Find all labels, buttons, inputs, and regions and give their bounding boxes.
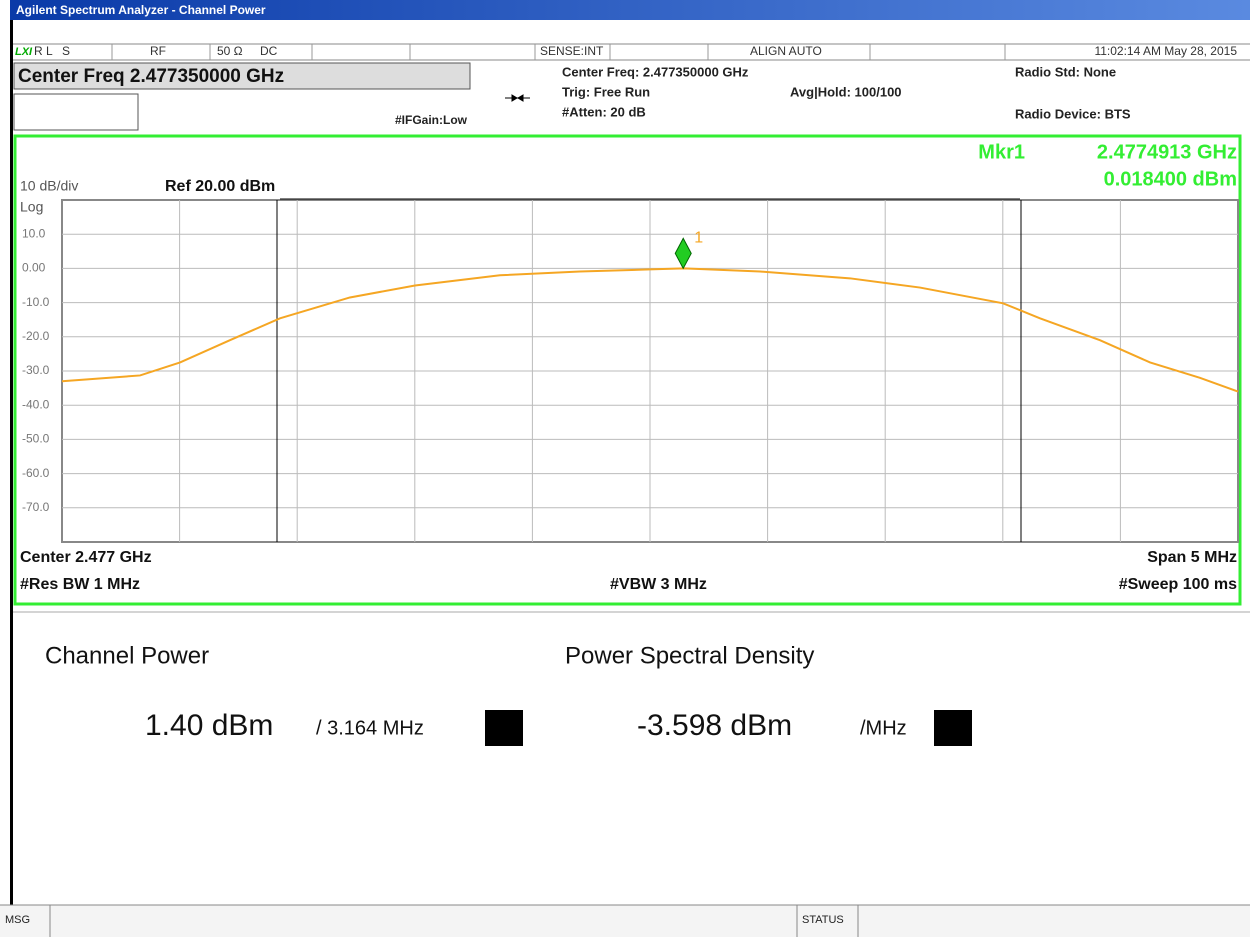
- y-tick-label: -40.0: [22, 397, 50, 411]
- setting: Trig: Free Run: [562, 84, 650, 99]
- setting: #IFGain:Low: [395, 113, 468, 127]
- status-item: DC: [260, 44, 278, 58]
- span-label: Span 5 MHz: [1147, 549, 1237, 566]
- psd: -3.598 dBm: [637, 709, 792, 742]
- setting: Center Freq: 2.477350000 GHz: [562, 64, 749, 79]
- y-tick-label: 0.00: [22, 261, 46, 275]
- left-border: [10, 20, 13, 905]
- setting: Radio Device: BTS: [1015, 106, 1131, 121]
- status-item: S: [62, 44, 70, 58]
- window-title: Agilent Spectrum Analyzer - Channel Powe…: [16, 3, 266, 17]
- psd-title: Power Spectral Density: [565, 642, 814, 669]
- block: [485, 710, 523, 746]
- logo: LXI: [15, 46, 33, 58]
- setting: Radio Std: None: [1015, 64, 1116, 79]
- setting: #Atten: 20 dB: [562, 104, 646, 119]
- status-item: RF: [150, 44, 166, 58]
- channel-power: 1.40 dBm: [145, 709, 273, 742]
- log-label: Log: [20, 199, 43, 215]
- vbw-label: #VBW 3 MHz: [610, 576, 707, 593]
- y-tick-label: -60.0: [22, 466, 50, 480]
- sense: SENSE:INT: [540, 44, 604, 58]
- footer-bar: [0, 905, 1250, 937]
- y-tick-label: -10.0: [22, 295, 50, 309]
- y-tick-label: 10.0: [22, 226, 46, 240]
- msg: MSG: [5, 914, 30, 926]
- rbw-label: #Res BW 1 MHz: [20, 576, 140, 593]
- marker: [674, 237, 692, 270]
- y-tick-label: -20.0: [22, 329, 50, 343]
- separators: [111, 44, 1006, 60]
- marker-name: Mkr1: [978, 141, 1025, 163]
- sweep-label: #Sweep 100 ms: [1119, 576, 1237, 593]
- marker-label: 1: [694, 230, 703, 247]
- marker-freq: 2.4774913 GHz: [1097, 141, 1237, 163]
- plot-frame: [13, 134, 1242, 606]
- channel-power-title: Channel Power: [45, 642, 209, 669]
- status: STATUS: [802, 914, 844, 926]
- active-function: Center Freq 2.477350000 GHz: [18, 66, 284, 87]
- psd-unit: /MHz: [860, 717, 907, 739]
- channel-bw: / 3.164 MHz: [316, 717, 424, 739]
- align: ALIGN AUTO: [750, 44, 822, 58]
- marker-amplitude: 0.018400 dBm: [1104, 168, 1237, 190]
- y-tick-label: -30.0: [22, 363, 50, 377]
- status-item: R L: [34, 44, 53, 58]
- y-tick-label: -70.0: [22, 500, 50, 514]
- title-bar: [10, 0, 1250, 20]
- scale-label: 10 dB/div: [20, 178, 78, 194]
- center-label: Center 2.477 GHz: [20, 549, 152, 566]
- status-item: 50 Ω: [217, 44, 243, 58]
- setting: Avg|Hold: 100/100: [790, 84, 902, 99]
- trigger-icon: [505, 94, 530, 102]
- block: [934, 710, 972, 746]
- y-tick-label: -50.0: [22, 432, 50, 446]
- trace: [61, 267, 1239, 393]
- plot: 10.0 0.00 -10.0 -20.0 -30.0 -40.0 -50.0 -60.0 -7…: [22, 198, 1239, 543]
- active-function-box[interactable]: [13, 62, 471, 90]
- timestamp: 11:02:14 AM May 28, 2015: [1094, 44, 1237, 58]
- entry-box[interactable]: [13, 93, 139, 131]
- ref-label: Ref 20.00 dBm: [165, 178, 275, 195]
